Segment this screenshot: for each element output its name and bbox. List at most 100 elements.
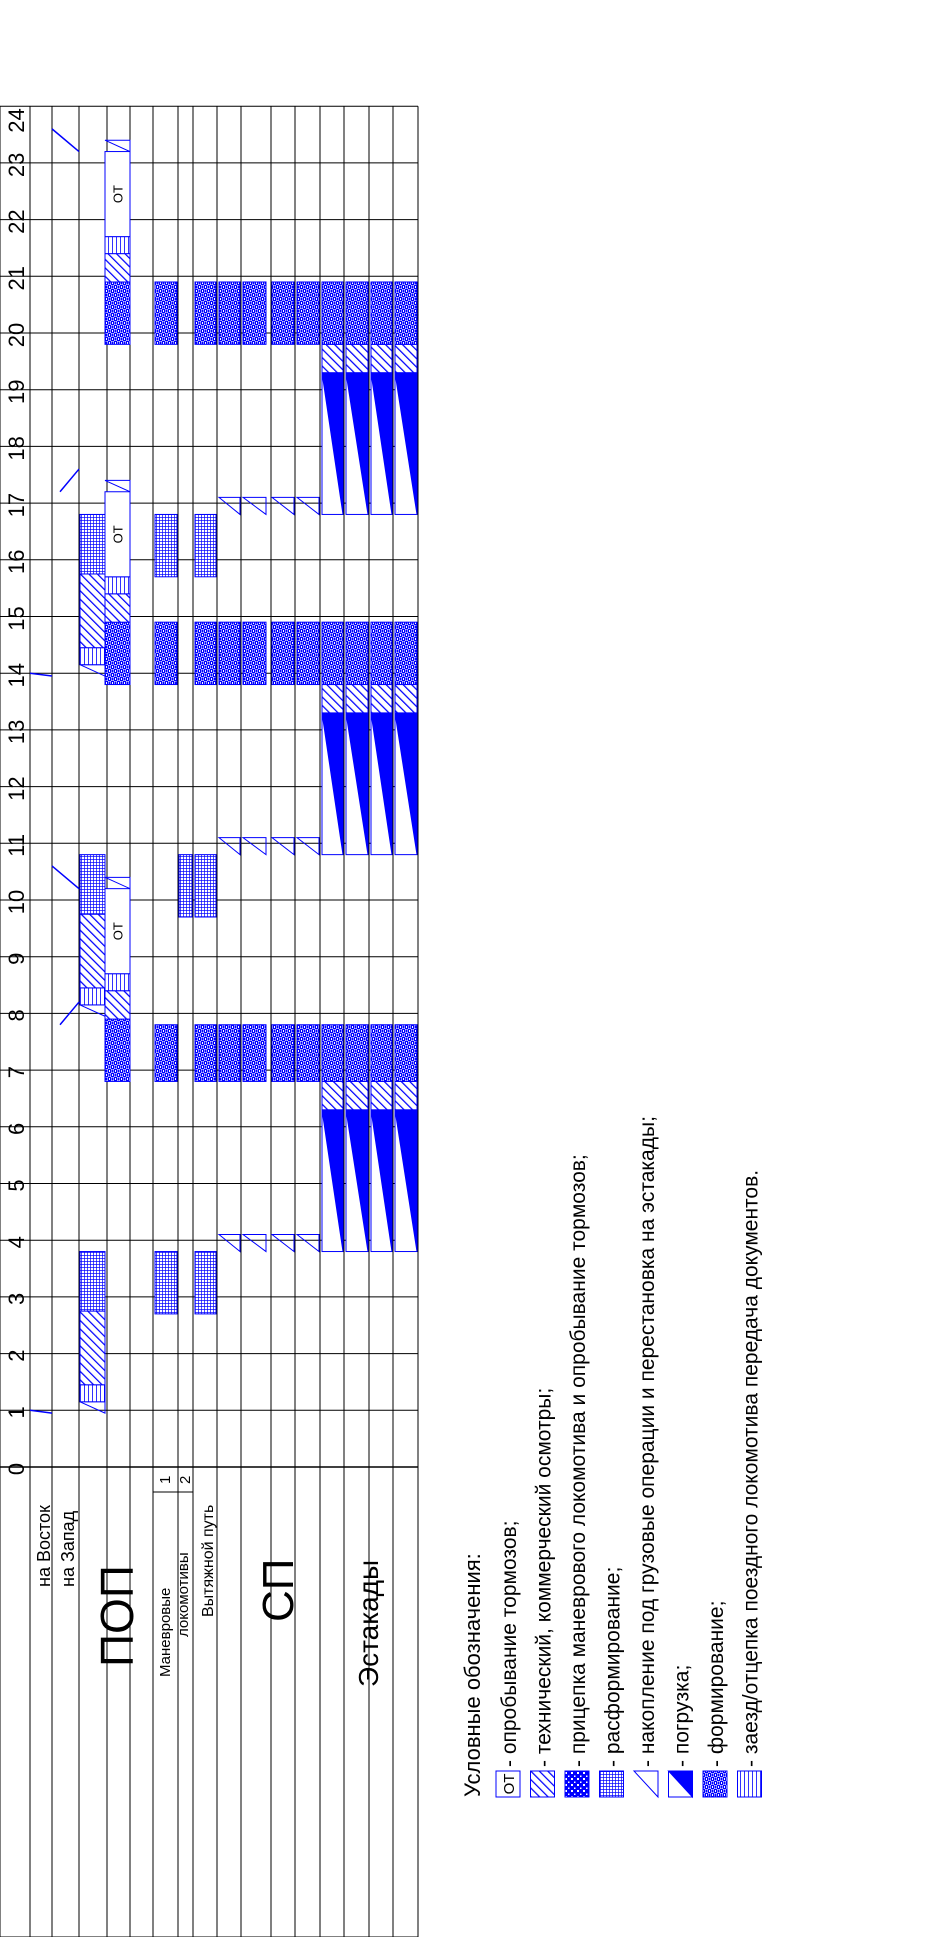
hour-label: 17 — [4, 493, 29, 517]
form-block — [104, 621, 131, 686]
legend-swatch — [667, 1770, 693, 1799]
form-block — [370, 621, 393, 686]
form-block — [104, 281, 131, 345]
form-block — [218, 621, 241, 686]
form-block — [194, 621, 217, 686]
hour-label: 4 — [4, 1236, 29, 1248]
train-arrow — [59, 468, 80, 493]
form-block — [394, 281, 418, 345]
train-arrow — [59, 1001, 80, 1026]
legend-swatch — [495, 1770, 521, 1798]
brake-test-block — [104, 888, 131, 975]
form-block — [345, 621, 369, 686]
label-east: на Восток — [34, 1505, 54, 1587]
inspect-block — [394, 343, 418, 374]
disband-block — [154, 1251, 178, 1315]
form-block — [321, 1024, 344, 1082]
legend-item-attach: - прицепка маневрового локомотива и опро… — [564, 1154, 590, 1798]
legend-text: - расформирование; — [602, 1567, 625, 1767]
form-block — [271, 1024, 295, 1082]
hour-label: 24 — [4, 108, 29, 132]
hour-label: 0 — [4, 1463, 29, 1475]
legend-swatch — [564, 1770, 590, 1798]
inspect-block — [345, 1080, 369, 1111]
brake-test-block — [104, 151, 131, 238]
label-shunting-num-1: 1 — [157, 1476, 174, 1484]
hour-label: 16 — [4, 550, 29, 574]
inspect-block — [321, 1080, 344, 1111]
inspect-block — [394, 1080, 418, 1111]
inspect-block — [321, 684, 344, 714]
accum-triangle — [104, 139, 131, 153]
label-shunting-1: Маневровые — [157, 1588, 174, 1677]
inspect-block — [370, 684, 393, 714]
accum-triangle — [79, 1401, 106, 1414]
legend-text: - погрузка; — [671, 1665, 694, 1767]
accum-triangle — [270, 1234, 295, 1253]
legend-item-depart: - заезд/отцепка поездного локомотива пер… — [737, 1170, 763, 1798]
form-block — [321, 281, 344, 345]
inspect-block — [321, 343, 344, 374]
accum-triangle — [241, 496, 267, 516]
inspect-block — [394, 684, 418, 714]
label-pop: ПОП — [91, 1565, 143, 1667]
form-block — [345, 281, 369, 345]
inspect-block — [104, 990, 131, 1020]
form-block — [394, 1024, 418, 1082]
train-arrow — [51, 128, 80, 153]
label-west: на Запад — [58, 1510, 78, 1587]
form-block — [154, 281, 178, 345]
accum-triangle — [295, 1234, 320, 1253]
accum-triangle — [79, 664, 106, 677]
depart-block — [104, 973, 131, 992]
inspect-block — [104, 253, 131, 283]
accum-triangle — [217, 837, 241, 856]
form-block — [370, 1024, 393, 1082]
legend-swatch — [530, 1770, 555, 1798]
form-block — [218, 281, 241, 345]
hour-label: 2 — [4, 1349, 29, 1361]
disband-block — [79, 854, 106, 915]
hour-label: 8 — [4, 1009, 29, 1021]
label-overpasses: Эстакады — [353, 1560, 384, 1687]
inspect-block — [370, 343, 393, 374]
accum-triangle — [295, 837, 320, 856]
accum-triangle — [104, 479, 131, 493]
train-arrow — [51, 865, 80, 890]
form-block — [218, 1024, 241, 1082]
hour-label: 20 — [4, 323, 29, 347]
hour-label: 21 — [4, 266, 29, 290]
form-block — [104, 1018, 131, 1082]
accum-triangle — [241, 1234, 267, 1253]
hour-label: 1 — [4, 1406, 29, 1418]
hour-label: 5 — [4, 1179, 29, 1191]
accum-triangle — [241, 837, 267, 856]
hour-label: 13 — [4, 720, 29, 744]
legend-item-form: - формирование; — [702, 1601, 728, 1798]
form-block — [296, 281, 320, 345]
train-arrow — [29, 672, 53, 677]
brake-test-label: ОТ — [111, 525, 126, 543]
legend-text: - прицепка маневрового локомотива и опро… — [567, 1154, 590, 1767]
depart-block — [79, 987, 106, 1006]
form-block — [345, 1024, 369, 1082]
hour-label: 7 — [4, 1066, 29, 1078]
accum-triangle — [104, 876, 131, 890]
accum-triangle — [270, 496, 295, 516]
form-block — [154, 1024, 178, 1082]
form-block — [242, 281, 267, 345]
form-block — [296, 621, 320, 686]
form-block — [154, 621, 178, 686]
accum-triangle — [217, 1234, 241, 1253]
label-exhaust-track: Вытяжной путь — [200, 1505, 217, 1617]
inspect-block — [104, 593, 131, 623]
form-block — [296, 1024, 320, 1082]
legend-swatch — [737, 1770, 762, 1798]
hour-label: 9 — [4, 953, 29, 965]
form-block — [370, 281, 393, 345]
legend-item-load: - погрузка; — [667, 1665, 694, 1799]
hour-label: 6 — [4, 1123, 29, 1135]
brake-test-label: ОТ — [111, 922, 126, 940]
accum-triangle — [217, 496, 241, 516]
disband-block — [194, 854, 217, 918]
